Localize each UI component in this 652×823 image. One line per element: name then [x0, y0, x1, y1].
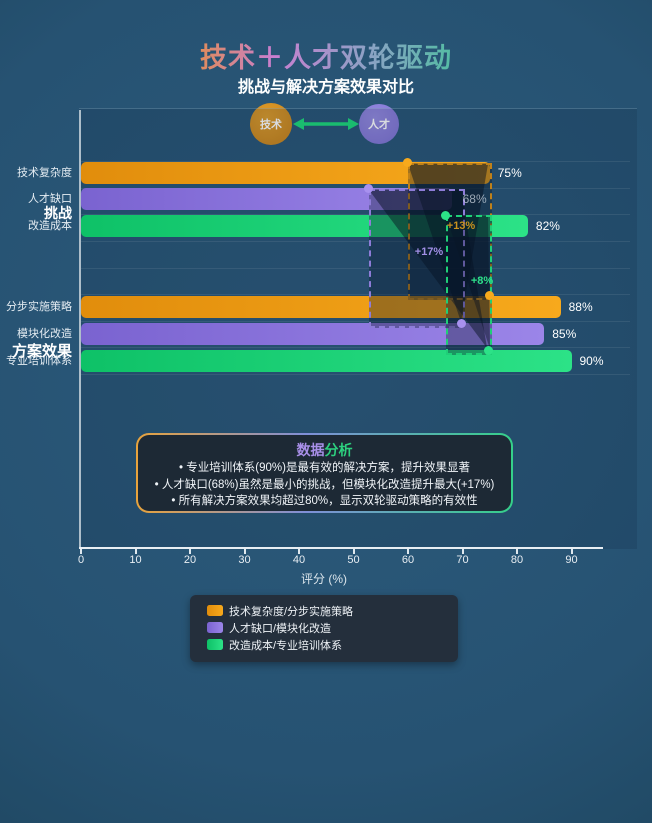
y-axis-line [79, 110, 81, 548]
gridline [81, 347, 630, 348]
tick-label: 60 [401, 554, 415, 566]
analysis-title: 数据分析 [296, 442, 353, 458]
bar-value-label: 88% [568, 300, 593, 314]
x-axis-label: 评分 (%) [301, 572, 347, 586]
tick-label: 30 [238, 554, 251, 566]
bar-value-label: 68% [462, 192, 487, 206]
bar-value-label: 90% [579, 354, 604, 368]
tick-label: 80 [510, 554, 524, 566]
tick-label: 40 [292, 554, 306, 566]
legend-swatch-orange [207, 605, 223, 616]
category-label: 专业培训体系 [6, 355, 72, 367]
tick-label: 70 [456, 554, 469, 566]
tick-mark [80, 549, 82, 554]
gridline [81, 374, 630, 375]
category-label: 分步实施策略 [6, 301, 72, 313]
tech-badge-label: 技术 [260, 119, 282, 131]
bar-retrofit-cost [81, 215, 528, 237]
analysis-bullet: • 专业培训体系(90%)是最有效的解决方案，提升效果显著 [179, 462, 470, 474]
dot-green-start [441, 211, 450, 220]
legend-label: 人才缺口/模块化改造 [229, 622, 332, 635]
bar-tech-complexity [81, 162, 490, 184]
category-label: 改造成本 [28, 220, 72, 232]
tick-mark [570, 549, 573, 554]
bar-training-system [81, 350, 572, 372]
dot-purple-start [364, 184, 373, 193]
tick-mark [243, 549, 246, 554]
tick-label: 50 [347, 554, 360, 566]
analysis-box: 数据分析 • 专业培训体系(90%)是最有效的解决方案，提升效果显著 • 人才缺… [136, 433, 513, 513]
analysis-bullet: • 人才缺口(68%)虽然是最小的挑战，但模块化改造提升最大(+17%) [154, 478, 495, 491]
gridline [81, 214, 630, 215]
tick-mark [352, 549, 355, 554]
tick-mark [189, 549, 191, 554]
tick-mark [461, 549, 464, 554]
bar-stepwise-strategy [81, 296, 561, 318]
dot-green-end [484, 346, 493, 355]
delta-label-purple: +17% [414, 246, 444, 258]
legend-label: 技术复杂度/分步实施策略 [229, 605, 354, 618]
group-label-solutions: 方案效果 [11, 343, 72, 360]
double-arrow-icon [293, 118, 359, 130]
tick-label: 0 [77, 554, 85, 566]
x-axis-line [79, 547, 603, 549]
gridline [81, 161, 630, 162]
page-subtitle: 挑战与解决方案效果对比 [237, 79, 414, 96]
legend-label: 改造成本/专业培训体系 [229, 639, 343, 652]
category-label: 技术复杂度 [17, 167, 72, 179]
bar-talent-gap [81, 188, 452, 210]
legend-swatch-purple [207, 622, 223, 633]
legend: 技术复杂度/分步实施策略 人才缺口/模块化改造 改造成本/专业培训体系 [190, 595, 458, 662]
bar-value-label: 85% [552, 327, 577, 341]
gridline [81, 241, 630, 242]
legend-item: 技术复杂度/分步实施策略 [207, 602, 458, 619]
gridline [81, 321, 630, 322]
legend-swatch-green [207, 639, 223, 650]
bar-value-label: 82% [535, 219, 560, 233]
analysis-bullet: • 所有解决方案效果均超过80%，显示双轮驱动策略的有效性 [171, 495, 478, 507]
legend-item: 人才缺口/模块化改造 [207, 619, 458, 636]
category-label: 人才缺口 [28, 193, 72, 205]
talent-badge-label: 人才 [368, 119, 390, 131]
gridline [81, 268, 630, 269]
connector-rect-green [446, 215, 492, 355]
delta-label-orange: +13% [446, 220, 476, 232]
connector-rect-orange [408, 163, 492, 300]
tick-label: 90 [565, 554, 578, 566]
tick-mark [407, 549, 409, 554]
dot-purple-end [457, 319, 466, 328]
legend-item: 改造成本/专业培训体系 [207, 636, 458, 653]
tick-label: 20 [183, 554, 197, 566]
bar-modular-retrofit [81, 323, 544, 345]
tick-mark [516, 549, 518, 554]
page-title: 技术＋人才双轮驱动 [0, 36, 652, 75]
dot-orange-start [403, 158, 412, 167]
talent-badge: 人才 [359, 104, 399, 144]
tick-mark [298, 549, 300, 554]
gridline [81, 294, 630, 295]
bar-value-label: 75% [497, 166, 522, 180]
tech-badge: 技术 [250, 103, 292, 145]
category-label: 模块化改造 [17, 328, 72, 340]
tick-mark [134, 549, 137, 554]
dot-orange-end [485, 291, 494, 300]
group-label-challenges: 挑战 [44, 205, 72, 221]
delta-label-green: +8% [470, 275, 494, 287]
tick-label: 10 [129, 554, 142, 566]
